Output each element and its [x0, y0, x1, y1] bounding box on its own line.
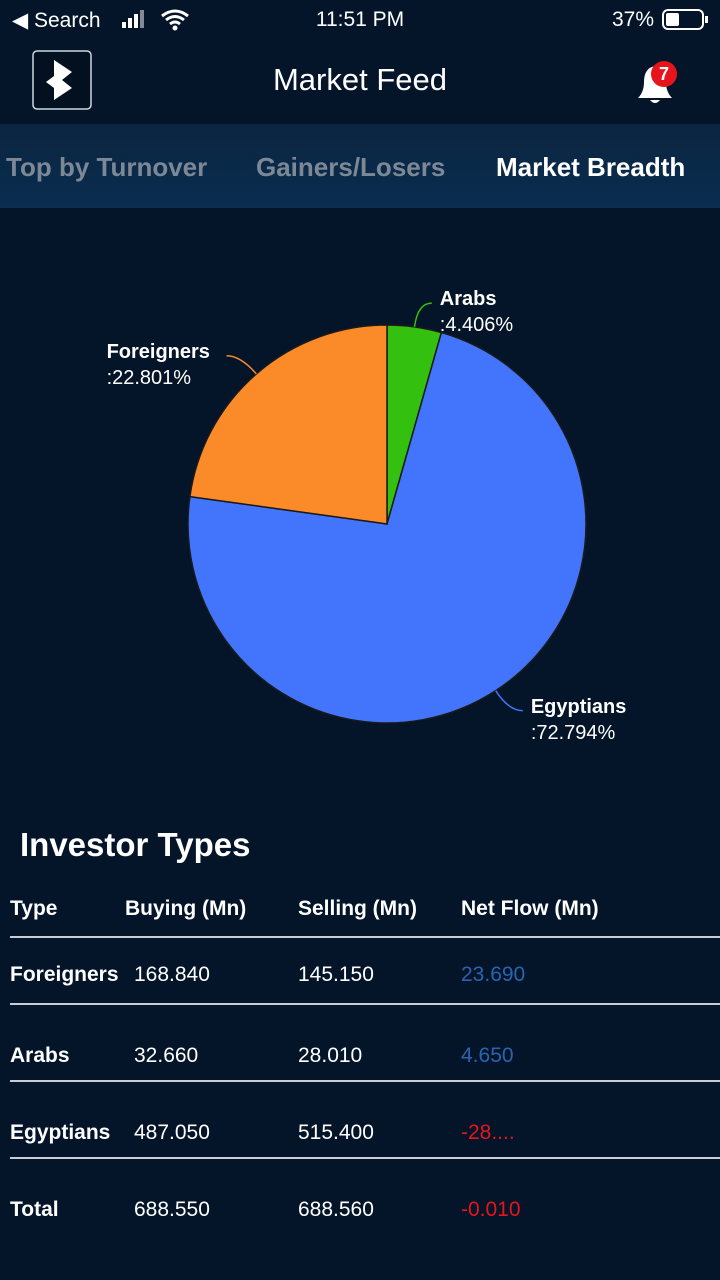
battery-percent: 37% — [612, 8, 654, 32]
row-value: -0.010 — [461, 1198, 521, 1221]
slice-value: :4.406% — [440, 314, 514, 336]
row-type: Egyptians — [10, 1121, 111, 1144]
app-logo[interactable] — [32, 50, 94, 110]
slice-label: Egyptians — [531, 696, 627, 718]
leader-line — [413, 302, 432, 328]
time: 11:51 PM — [315, 8, 405, 31]
tab[interactable]: Top by Turnover — [6, 152, 208, 182]
battery-label: 37% — [612, 8, 655, 31]
badge-count: 7 — [659, 64, 669, 84]
header-title: Market Feed — [0, 62, 720, 98]
row-value: 487.050 — [134, 1121, 210, 1144]
row-value: 32.660 — [134, 1044, 199, 1067]
column-header: Buying (Mn) — [125, 897, 247, 920]
leader-line — [495, 690, 523, 712]
row-value: 168.840 — [134, 963, 210, 986]
row-value: -28.... — [461, 1121, 515, 1144]
title: Market Feed — [272, 62, 447, 97]
divider — [10, 1080, 720, 1082]
divider — [10, 936, 720, 938]
slice-value: :22.801% — [107, 367, 192, 389]
column-header: Type — [10, 897, 58, 920]
tab-bar: Top by Turnover Gainers/Losers Market Br… — [0, 124, 720, 208]
tab[interactable]: Gainers/Losers — [256, 152, 446, 182]
battery-icon — [662, 9, 708, 30]
row-value: 515.400 — [298, 1121, 374, 1144]
signal-wifi — [122, 9, 189, 31]
section-title: Investor Types — [20, 826, 251, 863]
row-type: Arabs — [10, 1044, 70, 1067]
slice-value: :72.794% — [531, 722, 616, 744]
slice-label: Foreigners — [107, 341, 210, 363]
column-header: Selling (Mn) — [298, 897, 417, 920]
back-label: Search — [33, 9, 101, 32]
slice-label: Arabs — [440, 288, 497, 310]
divider — [10, 1157, 720, 1159]
column-header: Net Flow (Mn) — [461, 897, 599, 920]
row-value: 23.690 — [461, 963, 526, 986]
divider — [10, 1003, 720, 1005]
clock: 11:51 PM — [0, 8, 720, 32]
back-to-search[interactable]: ◀ Search — [12, 9, 101, 32]
pie-slice — [189, 324, 388, 525]
tab-active[interactable]: Market Breadth — [496, 152, 686, 182]
notifications[interactable]: 7 — [630, 56, 686, 106]
row-value: 688.550 — [134, 1198, 210, 1221]
pie-chart: Arabs :4.406% Egyptians :72.794% Foreigners:… — [107, 288, 627, 744]
leader-line — [226, 355, 257, 375]
row-value: 4.650 — [461, 1044, 514, 1067]
row-value: 688.560 — [298, 1198, 374, 1221]
row-value: 28.010 — [298, 1044, 363, 1067]
row-type: Foreigners — [10, 963, 119, 986]
row-type: Total — [10, 1198, 59, 1221]
row-value: 145.150 — [298, 963, 374, 986]
